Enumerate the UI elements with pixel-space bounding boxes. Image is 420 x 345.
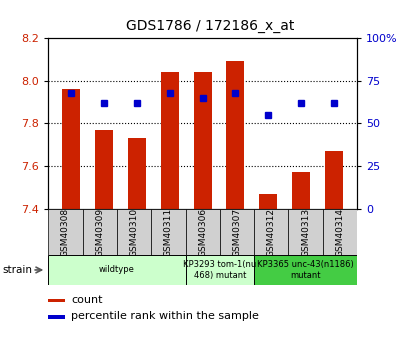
Bar [289, 209, 323, 255]
Text: GSM40309: GSM40309 [95, 207, 104, 257]
Text: GSM40314: GSM40314 [335, 207, 344, 257]
Bar [95, 130, 113, 209]
Text: KP3365 unc-43(n1186)
mutant: KP3365 unc-43(n1186) mutant [257, 260, 354, 280]
Bar [83, 209, 117, 255]
Text: GSM40313: GSM40313 [301, 207, 310, 257]
Text: GSM40306: GSM40306 [198, 207, 207, 257]
Text: strain: strain [2, 265, 32, 275]
Text: count: count [71, 295, 103, 305]
Bar [259, 194, 277, 209]
Bar [220, 209, 254, 255]
Bar [254, 209, 289, 255]
Text: GDS1786 / 172186_x_at: GDS1786 / 172186_x_at [126, 19, 294, 33]
Text: percentile rank within the sample: percentile rank within the sample [71, 311, 259, 321]
Bar [128, 138, 146, 209]
Bar [254, 255, 357, 285]
Bar [48, 209, 83, 255]
Bar [323, 209, 357, 255]
Bar [186, 209, 220, 255]
Bar [62, 89, 80, 209]
Bar [194, 72, 212, 209]
Text: wildtype: wildtype [99, 265, 135, 275]
Text: GSM40308: GSM40308 [61, 207, 70, 257]
Bar [226, 61, 244, 209]
Text: GSM40312: GSM40312 [267, 207, 276, 257]
Text: GSM40310: GSM40310 [129, 207, 139, 257]
Bar [48, 255, 186, 285]
Bar [186, 255, 254, 285]
Bar [48, 299, 65, 302]
Bar [325, 151, 343, 209]
Bar [48, 315, 65, 319]
Bar [292, 172, 310, 209]
Bar [117, 209, 151, 255]
Text: KP3293 tom-1(nu
468) mutant: KP3293 tom-1(nu 468) mutant [183, 260, 257, 280]
Text: GSM40311: GSM40311 [164, 207, 173, 257]
Text: GSM40307: GSM40307 [232, 207, 241, 257]
Bar [151, 209, 186, 255]
Bar [161, 72, 179, 209]
